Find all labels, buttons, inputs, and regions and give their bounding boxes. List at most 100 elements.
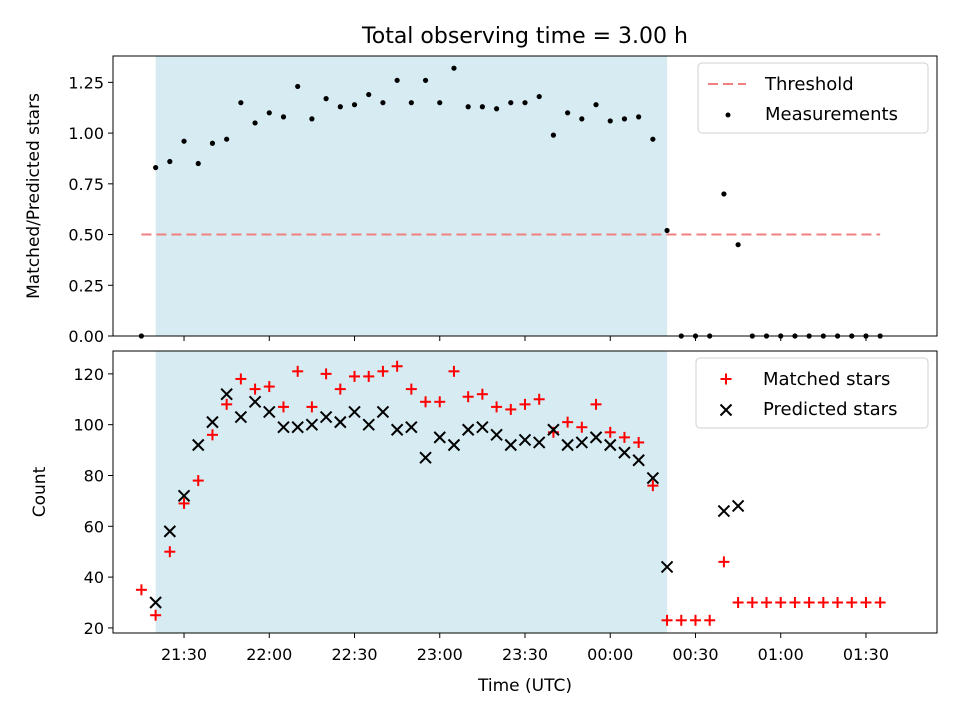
measurement-point [266,110,272,116]
measurement-point [565,110,571,116]
top-y-ticks: 0.00 0.25 0.50 0.75 1.00 1.25 [68,73,113,346]
predicted-star-point-b [319,410,333,424]
top-y-tick-label: 0.25 [68,276,104,295]
predicted-star-point [561,438,574,452]
predicted-star-point-b [376,405,390,419]
matched-star-point [150,609,162,621]
predicted-star-point [319,410,333,424]
matched-star-point [618,431,630,443]
matched-star-point [633,436,645,448]
top-y-tick-label: 0.75 [68,175,104,194]
predicted-star-point [646,471,660,485]
matched-star-point [306,401,318,413]
top-y-tick-label: 0.00 [68,327,104,346]
predicted-star-point [263,405,276,419]
top-x-ticks [183,336,867,341]
predicted-star-point-b [561,438,574,452]
predicted-star-point [163,525,177,538]
bottom-y-tick-label: 120 [73,365,104,384]
predicted-star-point [433,431,446,444]
matched-star-point [292,365,304,377]
measurement-point [550,132,557,138]
predicted-star-point-b [618,446,631,459]
predicted-star-point [618,446,631,459]
top-legend-box [697,62,929,134]
measurement-point [479,104,485,110]
matched-star-point [277,401,289,413]
matched-star-point [519,398,531,410]
matched-star-point [334,383,346,395]
x-tick-label: 00:30 [672,645,718,664]
matched-star-point [860,597,872,609]
predicted-star-point [234,410,248,424]
predicted-star-point-b [632,454,645,467]
measurement-point [579,116,585,122]
predicted-star-point [518,433,532,447]
matched-star-point [846,597,858,609]
matched-star-point [803,597,815,609]
matched-star-point [576,421,588,433]
matched-star-point [178,497,190,509]
bottom-legend: Matched stars Predicted stars [695,357,929,429]
bottom-highlight-span [155,351,668,633]
predicted-star-point [575,436,589,449]
matched-star-point [206,429,218,441]
measurement-point [636,114,642,120]
measurement-point [522,100,528,106]
predicted-star-point [660,560,674,574]
predicted-star-point [192,438,205,452]
predicted-star-point [447,438,461,452]
matched-star-point [604,426,616,438]
top-y-tick-label: 1.00 [68,124,104,143]
predicted-star-point-b [334,415,347,429]
matched-star-point [349,370,361,382]
matched-star-point [434,396,446,408]
x-tick-label: 21:30 [161,645,207,664]
predicted-star-point [504,438,518,452]
measurement-point [536,93,542,100]
bottom-y-axis-label: Count [30,466,50,517]
measurement-point [366,91,372,98]
legend-measurements-swatch [725,112,731,118]
top-y-tick-label: 1.25 [68,73,104,92]
predicted-star-point [476,421,489,434]
x-tick-label: 22:30 [331,645,377,664]
matched-stars-points [135,360,886,626]
matched-star-point [476,388,488,400]
legend-cross-b [719,403,733,417]
predicted-star-point [490,428,503,442]
measurement-point [394,77,400,83]
x-tick-label: 01:30 [843,645,889,664]
measurement-point [621,116,628,122]
predicted-star-point-b [504,438,518,452]
predicted-star-point-b [220,387,233,401]
measurement-point [252,120,258,126]
legend-predicted-swatch [719,403,733,417]
legend-matched-swatch [720,373,732,385]
matched-star-point [405,383,417,395]
x-axis-label: Time (UTC) [477,676,572,696]
predicted-star-point-b [362,418,375,431]
predicted-star-point-b [660,560,674,574]
predicted-star-point [334,415,347,429]
predicted-star-point-b [348,405,361,419]
measurement-point [493,106,500,112]
matched-star-point [377,365,389,377]
matched-star-point [420,396,432,408]
matched-star-point [817,597,829,609]
predicted-star-point-b [177,489,191,503]
predicted-star-point-b [717,504,731,518]
predicted-star-point-b [419,451,432,464]
predicted-star-point [717,504,731,518]
top-highlight-span [155,56,668,336]
legend-threshold-label: Threshold [764,74,854,95]
top-y-tick-label: 0.50 [68,226,104,245]
measurement-point [238,100,244,106]
bottom-y-tick-label: 40 [84,568,104,587]
predicted-star-point-b [476,421,489,434]
bottom-legend-box [695,357,929,429]
matched-star-point [689,614,701,626]
predicted-star-point [731,499,745,513]
predicted-star-point-b [248,395,262,409]
